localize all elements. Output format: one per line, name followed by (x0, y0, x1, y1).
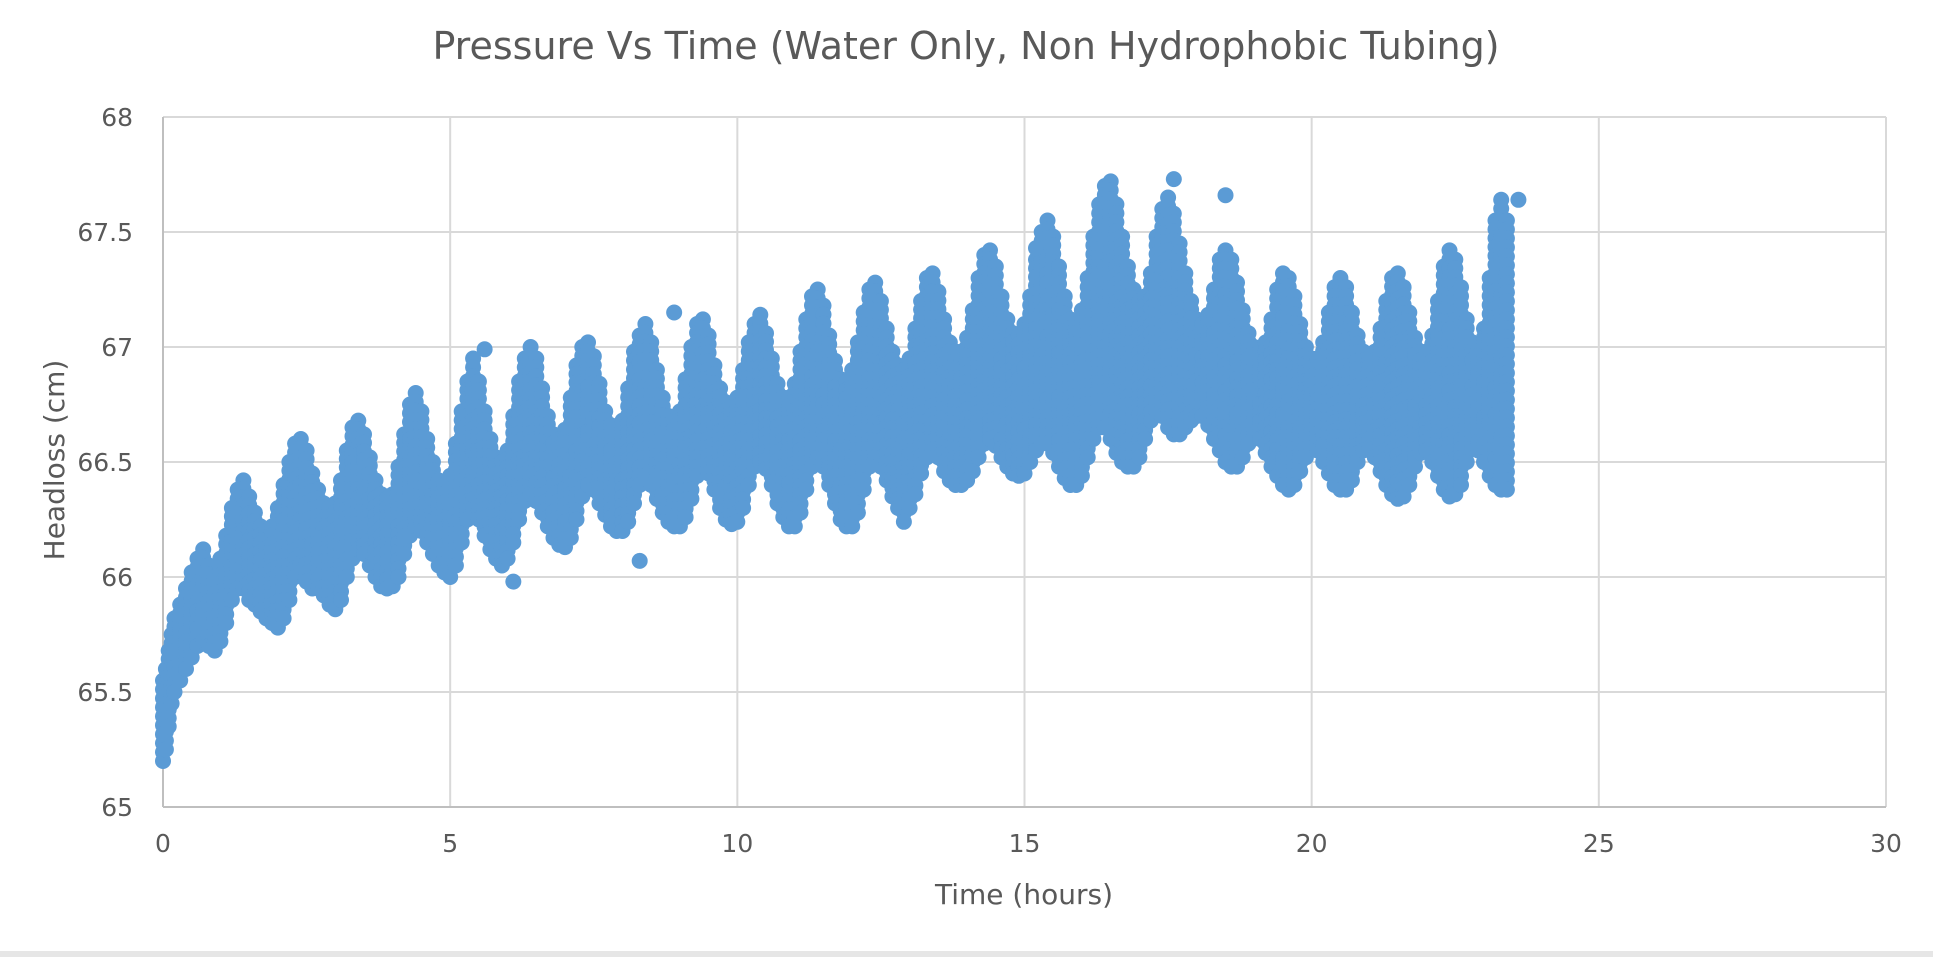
data-point (626, 495, 642, 512)
data-point (913, 465, 930, 482)
x-tick-label: 30 (1870, 829, 1902, 858)
outlier-point (1027, 240, 1044, 257)
y-tick-label: 67.5 (77, 218, 133, 247)
data-point (212, 633, 229, 650)
y-tick-label: 65.5 (77, 678, 133, 707)
data-point (1401, 477, 1418, 493)
data-points (155, 171, 1527, 769)
x-axis-title: Time (hours) (934, 878, 1113, 911)
data-point (1453, 477, 1469, 493)
data-point (1131, 449, 1148, 466)
data-point (855, 481, 872, 498)
outlier-point (1165, 171, 1182, 188)
data-point (390, 569, 407, 585)
y-axis-title: Headloss (cm) (38, 360, 71, 561)
x-tick-label: 5 (442, 829, 458, 858)
data-point (1073, 467, 1090, 484)
data-point (1137, 431, 1154, 447)
data-point (568, 511, 585, 528)
outlier-point (505, 573, 522, 590)
data-point (157, 741, 174, 758)
data-point (844, 518, 861, 535)
data-point (447, 557, 464, 574)
data-point (275, 610, 292, 627)
x-tick-label: 20 (1296, 829, 1328, 858)
outlier-point (666, 304, 683, 321)
data-point (1343, 472, 1360, 489)
data-point (453, 534, 470, 551)
y-tick-label: 67 (101, 333, 133, 362)
data-point (740, 477, 757, 493)
y-tick-label: 66.5 (77, 448, 133, 477)
data-point (683, 490, 700, 507)
data-point (729, 513, 746, 530)
data-point (786, 518, 803, 535)
data-point (281, 592, 298, 608)
outlier-point (476, 341, 493, 358)
x-tick-label: 25 (1583, 829, 1615, 858)
data-point (970, 449, 987, 466)
data-point (677, 509, 694, 526)
y-tick-label: 66 (101, 563, 133, 592)
data-point (511, 511, 528, 528)
tick-labels: 0 5 10 15 20 25 30 65 65.5 66 66.5 67 67.5 68 (77, 103, 1902, 858)
data-point (562, 529, 579, 546)
data-point (396, 546, 413, 562)
outlier-point (1217, 187, 1234, 204)
data-point (849, 504, 866, 521)
data-point (1458, 454, 1475, 470)
data-point (735, 500, 752, 516)
data-point (792, 504, 809, 521)
data-point (901, 500, 918, 516)
chart-title: Pressure Vs Time (Water Only, Non Hydrop… (432, 24, 1499, 68)
y-tick-label: 65 (101, 793, 133, 822)
outlier-point (895, 513, 912, 530)
data-point (1079, 449, 1096, 466)
data-point (1407, 458, 1423, 475)
data-point (1292, 463, 1309, 480)
data-point (338, 569, 355, 585)
data-point (907, 486, 924, 503)
data-point (333, 592, 349, 608)
data-point (160, 718, 177, 735)
data-point (218, 615, 235, 631)
data-point (1286, 477, 1303, 493)
x-tick-label: 15 (1009, 829, 1041, 858)
data-point (1234, 449, 1251, 466)
data-point (798, 481, 815, 498)
x-tick-label: 10 (721, 829, 753, 858)
bottom-border (0, 951, 1933, 957)
data-point (505, 534, 522, 551)
data-point (964, 463, 981, 480)
outlier-point (631, 552, 648, 569)
data-point (620, 513, 637, 530)
y-tick-label: 68 (101, 103, 133, 132)
data-point (1498, 481, 1515, 498)
data-point (499, 550, 516, 567)
outlier-point (1510, 191, 1527, 208)
x-tick-label: 0 (155, 829, 171, 858)
